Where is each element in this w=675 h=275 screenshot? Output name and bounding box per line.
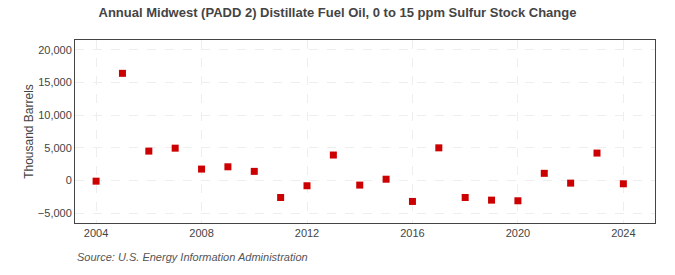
svg-text:Annual Midwest (PADD 2) Distil: Annual Midwest (PADD 2) Distillate Fuel … xyxy=(99,5,577,20)
svg-text:2024: 2024 xyxy=(611,227,635,239)
svg-text:Source: U.S. Energy Informatio: Source: U.S. Energy Information Administ… xyxy=(77,251,308,263)
svg-text:0: 0 xyxy=(66,174,72,186)
svg-text:20,000: 20,000 xyxy=(38,44,72,56)
svg-text:5,000: 5,000 xyxy=(44,142,72,154)
svg-text:2016: 2016 xyxy=(400,227,424,239)
svg-text:15,000: 15,000 xyxy=(38,76,72,88)
svg-text:−5,000: −5,000 xyxy=(38,207,72,219)
svg-text:2020: 2020 xyxy=(506,227,530,239)
svg-text:2004: 2004 xyxy=(84,227,108,239)
svg-text:10,000: 10,000 xyxy=(38,109,72,121)
svg-text:2008: 2008 xyxy=(189,227,213,239)
svg-text:Thousand Barrels: Thousand Barrels xyxy=(22,84,36,179)
svg-text:2012: 2012 xyxy=(295,227,319,239)
